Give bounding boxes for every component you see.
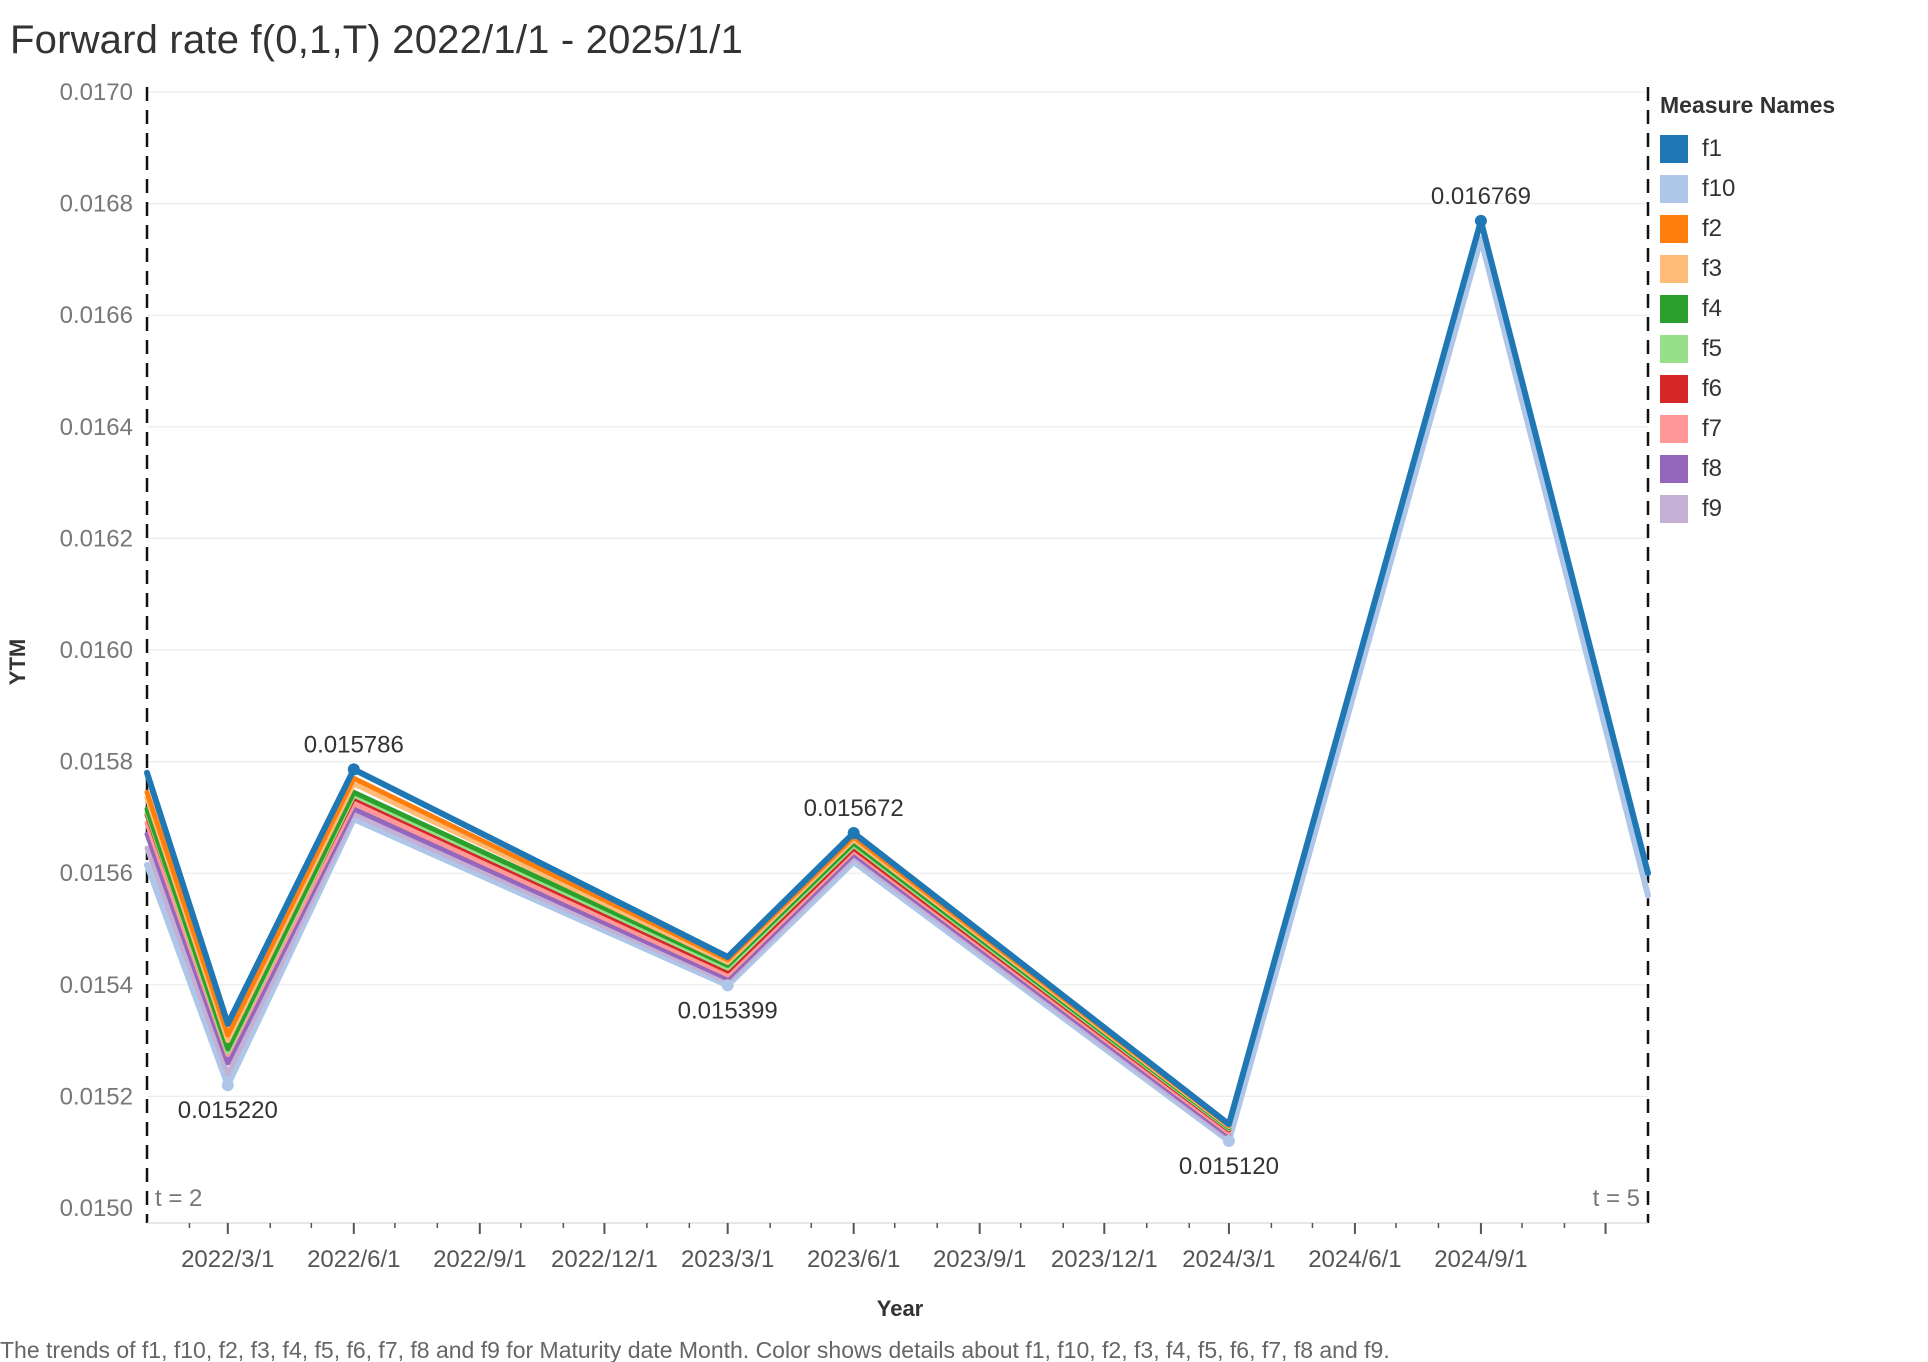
- legend-item-f3[interactable]: f3: [1660, 249, 1910, 289]
- y-tick-label: 0.0150: [60, 1195, 133, 1222]
- legend-item-f7[interactable]: f7: [1660, 409, 1910, 449]
- y-tick-label: 0.0168: [60, 191, 133, 218]
- series-line-f10: [144, 235, 1651, 1144]
- x-tick-label: 2023/12/1: [1051, 1246, 1158, 1273]
- legend-swatch: [1660, 135, 1688, 163]
- y-tick-label: 0.0154: [60, 972, 133, 999]
- y-tick-label: 0.0160: [60, 637, 133, 664]
- legend-item-f10[interactable]: f10: [1660, 169, 1910, 209]
- legend-swatch: [1660, 295, 1688, 323]
- data-point: [847, 827, 860, 840]
- data-point: [1474, 214, 1487, 227]
- reference-lines-layer: t = 2 t = 5: [145, 87, 1650, 1223]
- data-labels-layer: 0.015220 0.015786 0.015399 0.015672 0.015120…: [178, 183, 1531, 1180]
- y-tick-label: 0.0158: [60, 749, 133, 776]
- data-point: [721, 979, 734, 992]
- legend-swatch: [1660, 415, 1688, 443]
- grid-layer: [147, 91, 1648, 1098]
- legend-item-f8[interactable]: f8: [1660, 449, 1910, 489]
- legend-item-f6[interactable]: f6: [1660, 369, 1910, 409]
- legend-swatch: [1660, 495, 1688, 523]
- data-label: 0.016769: [1431, 183, 1531, 210]
- data-label: 0.015399: [678, 997, 778, 1024]
- x-tick-label: 2022/3/1: [181, 1246, 274, 1273]
- x-tick-label: 2024/6/1: [1308, 1246, 1401, 1273]
- y-tick-label: 0.0156: [60, 860, 133, 887]
- data-label: 0.015220: [178, 1097, 278, 1124]
- chart-caption: The trends of f1, f10, f2, f3, f4, f5, f…: [0, 1337, 1390, 1362]
- axis-layer: 0.0150 0.0152 0.0154 0.0156 0.0158 0.0160 0.01…: [5, 79, 1648, 1321]
- legend-swatch: [1660, 455, 1688, 483]
- x-tick-label: 2023/9/1: [933, 1246, 1026, 1273]
- y-tick-label: 0.0152: [60, 1083, 133, 1110]
- legend-swatch: [1660, 255, 1688, 283]
- y-tick-label: 0.0164: [60, 414, 133, 441]
- legend-item-f5[interactable]: f5: [1660, 329, 1910, 369]
- legend-label: f7: [1702, 415, 1723, 442]
- chart-title: Forward rate f(0,1,T) 2022/1/1 - 2025/1/…: [10, 18, 744, 62]
- legend-items: f1 f10 f2 f3 f4 f5 f6 f7 f8 f9: [1660, 129, 1910, 529]
- x-tick-label: 2024/3/1: [1182, 1246, 1275, 1273]
- legend-item-f9[interactable]: f9: [1660, 489, 1910, 529]
- legend-label: f1: [1702, 135, 1723, 162]
- data-point: [1222, 1135, 1235, 1148]
- legend-item-f4[interactable]: f4: [1660, 289, 1910, 329]
- legend-swatch: [1660, 335, 1688, 363]
- data-point: [347, 763, 360, 776]
- reference-line-label: t = 5: [1593, 1185, 1640, 1212]
- legend: Measure Names f1 f10 f2 f3 f4 f5 f6 f7 f8 f9: [1660, 92, 1910, 529]
- legend-swatch: [1660, 175, 1688, 203]
- legend-label: f8: [1702, 455, 1723, 482]
- legend-label: f10: [1702, 175, 1736, 202]
- x-axis-title: Year: [877, 1296, 924, 1321]
- y-axis-title: YTM: [5, 639, 30, 685]
- x-tick-label: 2023/6/1: [807, 1246, 900, 1273]
- legend-label: f6: [1702, 375, 1723, 402]
- legend-swatch: [1660, 375, 1688, 403]
- x-tick-label: 2023/3/1: [681, 1246, 774, 1273]
- series-line-f1: [144, 217, 1651, 1128]
- legend-swatch: [1660, 215, 1688, 243]
- legend-label: f3: [1702, 255, 1723, 282]
- y-tick-label: 0.0170: [60, 79, 133, 106]
- y-tick-label: 0.0162: [60, 525, 133, 552]
- legend-label: f9: [1702, 495, 1723, 522]
- x-tick-label: 2022/12/1: [551, 1246, 658, 1273]
- legend-label: f4: [1702, 295, 1723, 322]
- legend-label: f5: [1702, 335, 1723, 362]
- y-tick-label: 0.0166: [60, 302, 133, 329]
- legend-label: f2: [1702, 215, 1723, 242]
- points-layer: [221, 214, 1487, 1148]
- series-layer: [144, 217, 1651, 1144]
- reference-line-label: t = 2: [155, 1185, 202, 1212]
- x-tick-label: 2024/9/1: [1434, 1246, 1527, 1273]
- legend-title: Measure Names: [1660, 92, 1836, 118]
- series-line-f9: [144, 811, 1232, 1141]
- legend-item-f1[interactable]: f1: [1660, 129, 1910, 169]
- x-tick-label: 2022/9/1: [433, 1246, 526, 1273]
- data-point: [221, 1079, 234, 1092]
- x-tick-label: 2022/6/1: [307, 1246, 400, 1273]
- legend-item-f2[interactable]: f2: [1660, 209, 1910, 249]
- series-line-f8: [144, 806, 1232, 1138]
- data-label: 0.015672: [804, 795, 904, 822]
- data-label: 0.015120: [1179, 1153, 1279, 1180]
- data-label: 0.015786: [304, 731, 404, 758]
